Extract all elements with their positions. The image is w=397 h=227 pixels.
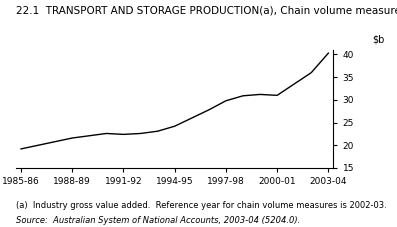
Text: (a)  Industry gross value added.  Reference year for chain volume measures is 20: (a) Industry gross value added. Referenc… (16, 201, 387, 210)
Text: Source:  Australian System of National Accounts, 2003-04 (5204.0).: Source: Australian System of National Ac… (16, 216, 300, 225)
Text: 22.1  TRANSPORT AND STORAGE PRODUCTION(a), Chain volume measures: 22.1 TRANSPORT AND STORAGE PRODUCTION(a)… (16, 6, 397, 16)
Text: $b: $b (372, 34, 385, 44)
